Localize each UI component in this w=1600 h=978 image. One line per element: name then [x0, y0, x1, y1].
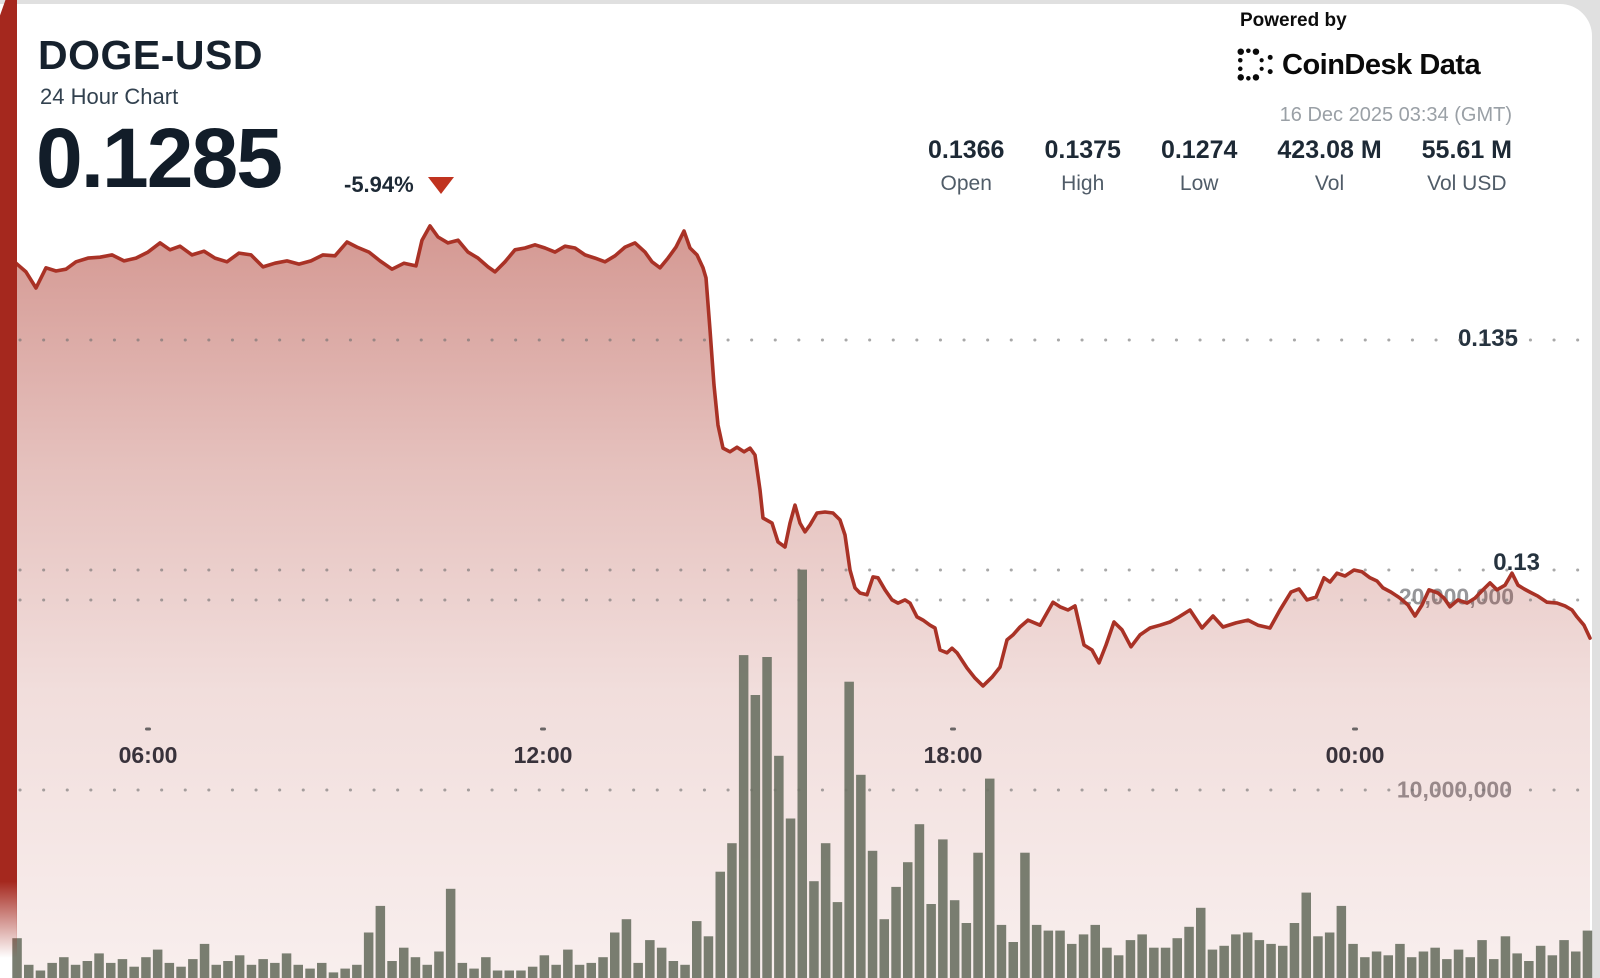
- stat-vol-value: 423.08 M: [1277, 136, 1382, 164]
- ohlcv-stats-row: 0.1366 Open 0.1375 High 0.1274 Low 423.0…: [928, 136, 1512, 196]
- price-change: -5.94%: [344, 172, 454, 198]
- stat-low-value: 0.1274: [1160, 136, 1238, 164]
- stat-vol-label: Vol: [1314, 172, 1345, 195]
- price-axis-label: 0.13: [1493, 549, 1540, 576]
- stat-high: 0.1375 High: [1044, 136, 1120, 196]
- time-axis-label: 00:00: [1325, 742, 1385, 768]
- coindesk-logo-icon: [1237, 48, 1273, 81]
- time-axis-label: 06:00: [118, 742, 178, 768]
- stat-vol-usd-label: Vol USD: [1427, 172, 1507, 195]
- page-title: DOGE-USD: [38, 32, 263, 78]
- time-axis-label: 18:00: [923, 742, 983, 768]
- change-percent: -5.94%: [344, 172, 414, 197]
- stat-low: 0.1274 Low: [1161, 136, 1237, 196]
- chart-timestamp: 16 Dec 2025 03:34 (GMT): [1279, 104, 1512, 126]
- coindesk-logo[interactable]: CoinDesk Data: [1236, 46, 1481, 84]
- stat-low-label: Low: [1179, 172, 1219, 195]
- stat-open: 0.1366 Open: [928, 136, 1004, 196]
- stat-open-label: Open: [940, 172, 992, 195]
- stat-vol-usd-value: 55.61 M: [1421, 136, 1512, 164]
- stat-high-label: High: [1061, 172, 1105, 195]
- powered-by-label: Powered by: [1240, 10, 1347, 31]
- chart-range-subtitle: 24 Hour Chart: [40, 84, 179, 109]
- volume-axis-label: 20,000,000: [1398, 583, 1514, 610]
- stat-vol-usd: 55.61 M Vol USD: [1422, 136, 1512, 196]
- stat-open-value: 0.1366: [928, 136, 1005, 164]
- volume-axis-label: 10,000,000: [1396, 776, 1512, 803]
- price-axis-label: 0.135: [1457, 325, 1518, 352]
- current-price: 0.1285: [36, 111, 283, 205]
- time-axis-label: 12:00: [513, 742, 573, 768]
- down-triangle-icon: [427, 176, 454, 194]
- stat-high-value: 0.1375: [1044, 136, 1121, 164]
- coindesk-logo-text: CoinDesk Data: [1282, 48, 1481, 81]
- left-accent-strip: [0, 0, 17, 958]
- stat-vol: 423.08 M Vol: [1277, 136, 1381, 196]
